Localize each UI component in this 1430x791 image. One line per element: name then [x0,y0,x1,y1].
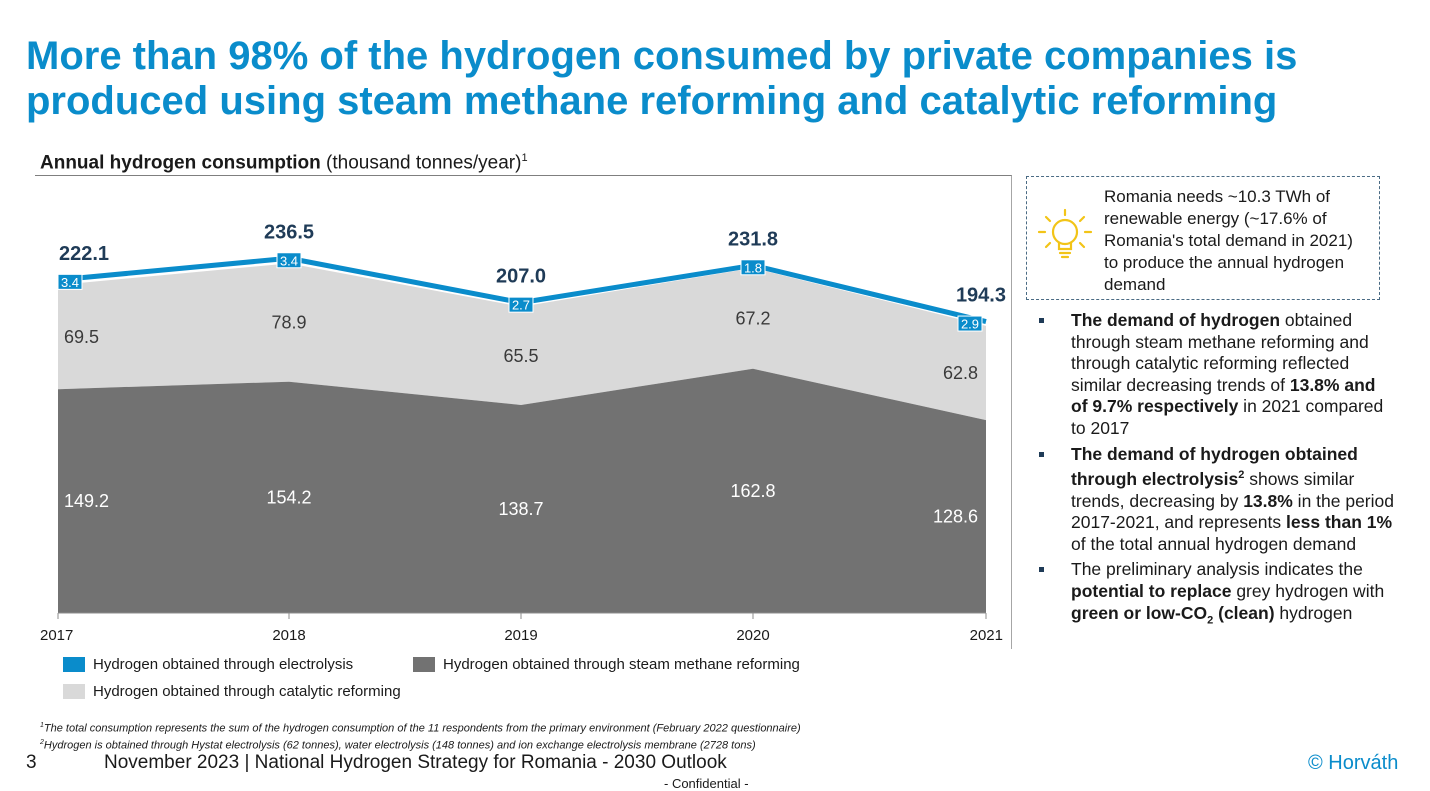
title-line-1: More than 98% of the hydrogen consumed b… [26,34,1298,78]
legend-item-electrolysis: Hydrogen obtained through electrolysis [63,656,353,673]
key-findings-list: The demand of hydrogen obtained through … [1036,310,1396,636]
chart-heading-footnote-ref: 1 [521,152,528,164]
bullet-1-text-2: in 2021 compared to 2017 [1071,396,1384,438]
x-tick-label-2020: 2020 [736,627,769,644]
callout-box: Romania needs ~10.3 TWh of renewable ene… [1026,176,1380,300]
title-line-2: produced using steam methane reforming a… [26,79,1278,123]
chart-heading-bold: Annual hydrogen consumption [40,152,321,174]
steam-value-label: 154.2 [266,487,311,507]
bullet-1-text-1: obtained through steam methane reforming… [1071,310,1369,395]
electrolysis-value-label: 3.4 [280,253,298,268]
electrolysis-label-box [508,296,534,313]
bullet-3-subscript: 2 [1207,614,1214,627]
bullet-3-text-3: hydrogen [1274,602,1353,623]
electrolysis-label-box [740,259,766,276]
confidential-label: - Confidential - [664,776,749,791]
bullet-item-2: The demand of hydrogen obtained through … [1036,444,1396,556]
bullet-3-bold-1: potential to replace [1071,580,1232,601]
legend-label-steam: Hydrogen obtained through steam methane … [443,656,800,673]
total-value-label: 194.3 [956,285,1006,307]
electrolysis-value-label: 1.8 [744,260,762,275]
bullet-2-text-1: shows similar trends, decreasing by [1071,468,1355,511]
chart-heading: Annual hydrogen consumption (thousand to… [40,152,528,174]
footnote-2-marker: 2 [40,738,44,746]
legend-item-catalytic: Hydrogen obtained through catalytic refo… [63,683,401,700]
footnote-1-text: The total consumption represents the sum… [43,722,801,735]
catalytic-value-label: 69.5 [64,327,99,347]
catalytic-value-label: 65.5 [503,346,538,366]
electrolysis-value-label: 2.9 [961,317,979,332]
bullet-marker [1039,451,1044,457]
x-tick-label-2019: 2019 [504,627,537,644]
bullet-3-text-2: grey hydrogen with [1231,580,1385,601]
catalytic-value-label: 62.8 [943,363,978,383]
bullet-2-footnote-ref: 2 [1238,469,1245,482]
bullet-2-bold-2: 13.8% [1243,490,1293,511]
bullet-item-3: The preliminary analysis indicates the p… [1036,559,1396,631]
legend-label-catalytic: Hydrogen obtained through catalytic refo… [93,683,401,700]
lightbulb-icon [1037,208,1093,259]
total-value-label: 207.0 [496,266,546,288]
bullet-2-text-2: in the period 2017-2021, and represents [1071,490,1394,533]
bullet-marker [1039,318,1044,323]
steam-value-label: 128.6 [933,507,978,527]
footnote-1-marker: 1 [40,722,44,729]
bullet-2-bold-1: The demand of hydrogen obtained through … [1071,443,1358,489]
brand-logo-text: © Horváth [1308,752,1399,774]
legend-item-steam: Hydrogen obtained through steam methane … [413,656,800,673]
bullet-3-bold-2: green or low-CO [1071,602,1208,623]
x-tick-label-2018: 2018 [272,627,305,644]
electrolysis-value-label: 2.7 [512,298,530,313]
total-value-label: 222.1 [59,243,109,265]
chart-frame [35,175,1012,649]
page-title: More than 98% of the hydrogen consumed b… [26,34,1406,124]
page-number: 3 [26,752,37,773]
bullet-2-bold-3: less than 1% [1286,512,1393,533]
steam-value-label: 162.8 [730,481,775,501]
legend-swatch-steam [413,657,435,672]
footnotes: 1The total consumption represents the su… [40,719,801,752]
bullet-1-bold-2: 13.8% and of 9.7% respectively [1071,374,1376,417]
footnote-1: 1The total consumption represents the su… [40,719,801,736]
area-chart: 2017 3.4 222.1 69.5 149.2 2018 3.4 236.5 78.9 154… [40,221,1006,644]
total-value-label: 236.5 [264,221,314,243]
legend-swatch-catalytic [63,684,85,699]
bullet-3-bold-3: (clean) [1213,602,1275,623]
electrolysis-value-label: 3.4 [61,275,79,290]
electrolysis-label-box [957,315,983,332]
bullet-item-1: The demand of hydrogen obtained through … [1036,310,1396,440]
legend-swatch-electrolysis [63,657,85,672]
total-value-label: 231.8 [728,228,778,250]
callout-text: Romania needs ~10.3 TWh of renewable ene… [1104,187,1353,294]
steam-value-label: 138.7 [498,499,543,519]
area-steam-methane-reforming [58,368,986,613]
footnote-2-text: Hydrogen is obtained through Hystat elec… [43,739,756,752]
electrolysis-label-box [57,273,83,290]
chart-heading-unit: (thousand tonnes/year) [320,152,522,174]
bullet-2-text-3: of the total annual hydrogen demand [1071,533,1357,554]
steam-value-label: 149.2 [64,491,109,511]
catalytic-value-label: 78.9 [271,313,306,333]
x-tick-label-2017: 2017 [40,627,73,644]
x-tick-label-2021: 2021 [970,627,1003,644]
area-catalytic-reforming [58,263,986,421]
footer-text: November 2023 | National Hydrogen Strate… [104,752,727,773]
legend-label-electrolysis: Hydrogen obtained through electrolysis [93,656,354,673]
bullet-marker [1039,567,1044,573]
bullet-1-bold-1: The demand of hydrogen [1071,310,1281,330]
footnote-2: 2Hydrogen is obtained through Hystat ele… [40,736,801,753]
bullet-3-text-1: The preliminary analysis indicates the [1071,559,1363,580]
electrolysis-label-box [276,252,302,269]
catalytic-value-label: 67.2 [735,308,770,328]
